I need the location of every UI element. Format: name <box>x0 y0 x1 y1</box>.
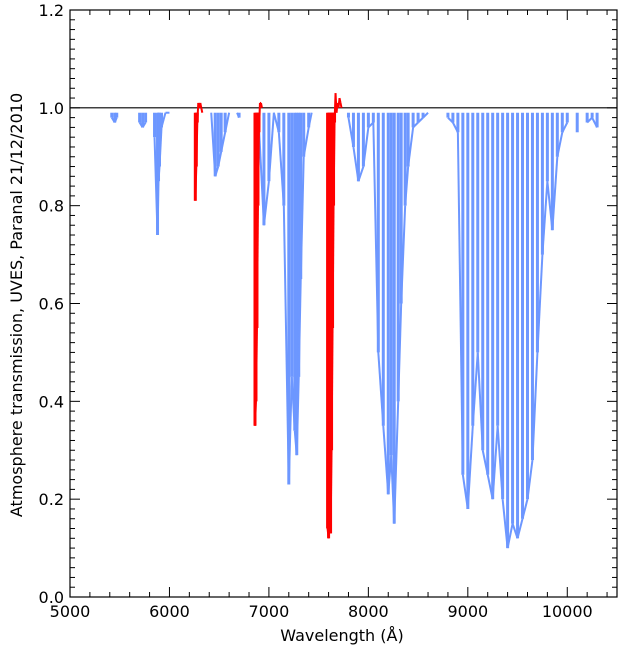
y-tick-label: 1.2 <box>39 1 64 20</box>
series-1-segment <box>195 122 199 167</box>
series-0-segment <box>422 112 429 119</box>
x-tick-label: 5000 <box>50 602 91 621</box>
series-0-segment <box>556 132 564 157</box>
series-1-segment <box>194 166 198 201</box>
series-1 <box>193 93 343 539</box>
series-0-segment <box>466 425 474 510</box>
series-0-segment <box>217 151 223 167</box>
series-0-segment <box>551 156 559 231</box>
series-0 <box>110 111 599 549</box>
series-0-segment <box>267 112 275 182</box>
series-0-segment <box>214 166 220 177</box>
series-0-segment <box>506 523 514 549</box>
y-tick-label: 1.0 <box>39 99 64 118</box>
series-0-segment <box>224 112 231 133</box>
series-0-segment <box>561 122 569 133</box>
y-tick-label: 0.8 <box>39 197 64 216</box>
x-tick-label: 8000 <box>348 602 389 621</box>
series-0-segment <box>491 425 499 500</box>
series-0-segment <box>362 127 370 167</box>
series-1-segment <box>259 102 263 109</box>
ticks-layer: 5000 6000 7000 8000 9000 10000 0.0 0.2 0.4 0.6 0.8… <box>39 1 617 621</box>
series-0-segment <box>526 459 534 500</box>
series-0-segment <box>158 127 163 167</box>
series-1-segment <box>199 102 203 109</box>
y-axis-title: Atmosphere transmission, UVES, Paranal 2… <box>7 93 26 517</box>
series-0-segment <box>160 112 167 128</box>
series-0-segment <box>541 181 549 255</box>
series-1-segment <box>257 102 261 133</box>
series-0-segment <box>287 376 293 485</box>
series-0-segment <box>156 181 160 236</box>
series-0-segment <box>302 127 310 157</box>
y-tick-label: 0.0 <box>39 588 64 607</box>
series-0-segment <box>299 156 305 280</box>
series-0-segment <box>586 116 593 124</box>
series-0-segment <box>531 352 539 461</box>
series-1-segment <box>339 102 343 109</box>
series-0-segment <box>536 254 544 353</box>
series-1-segment <box>332 122 336 206</box>
series-1-segment <box>200 107 204 113</box>
series-0-segment <box>157 166 161 182</box>
series-0-segment <box>471 352 479 426</box>
series-0-segment <box>516 518 524 539</box>
series-layer <box>110 93 599 549</box>
plot-frame <box>69 9 618 598</box>
series-0-segment <box>521 498 529 519</box>
series-0-segment <box>400 205 407 304</box>
series-0-segment <box>407 127 415 167</box>
series-0-segment <box>295 376 300 456</box>
x-axis-title: Wavelength (Å) <box>280 626 403 645</box>
series-1-segment <box>255 205 259 328</box>
series-0-segment <box>357 166 365 182</box>
series-0-segment <box>141 121 147 128</box>
x-tick-label: 7000 <box>249 602 290 621</box>
series-0-segment <box>220 132 227 153</box>
axes-layer <box>69 9 618 598</box>
series-0-segment <box>297 279 302 377</box>
series-0-segment <box>412 121 419 129</box>
series-0-segment <box>393 401 400 524</box>
series-1-segment <box>253 401 257 426</box>
y-tick-label: 0.4 <box>39 392 64 411</box>
x-tick-label: 10000 <box>542 602 593 621</box>
series-0-segment <box>307 112 313 128</box>
x-tick-label: 9000 <box>447 602 488 621</box>
y-tick-label: 0.6 <box>39 295 64 314</box>
x-tick-label: 6000 <box>149 602 190 621</box>
y-tick-label: 0.2 <box>39 490 64 509</box>
series-0-segment <box>113 117 118 123</box>
series-1-segment <box>338 97 342 104</box>
series-1-segment <box>330 327 334 451</box>
series-0-segment <box>417 116 424 124</box>
series-1-segment <box>256 132 260 206</box>
series-1-segment <box>331 205 335 328</box>
series-1-segment <box>329 450 333 534</box>
series-1-segment <box>254 327 258 402</box>
series-0-segment <box>404 166 410 206</box>
series-0-segment <box>397 303 403 402</box>
series-0-segment <box>262 181 270 226</box>
